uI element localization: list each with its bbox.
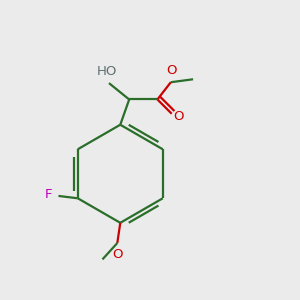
Text: HO: HO	[96, 65, 117, 78]
Text: O: O	[166, 64, 177, 77]
Text: O: O	[112, 248, 123, 261]
Text: F: F	[44, 188, 52, 201]
Text: O: O	[174, 110, 184, 123]
